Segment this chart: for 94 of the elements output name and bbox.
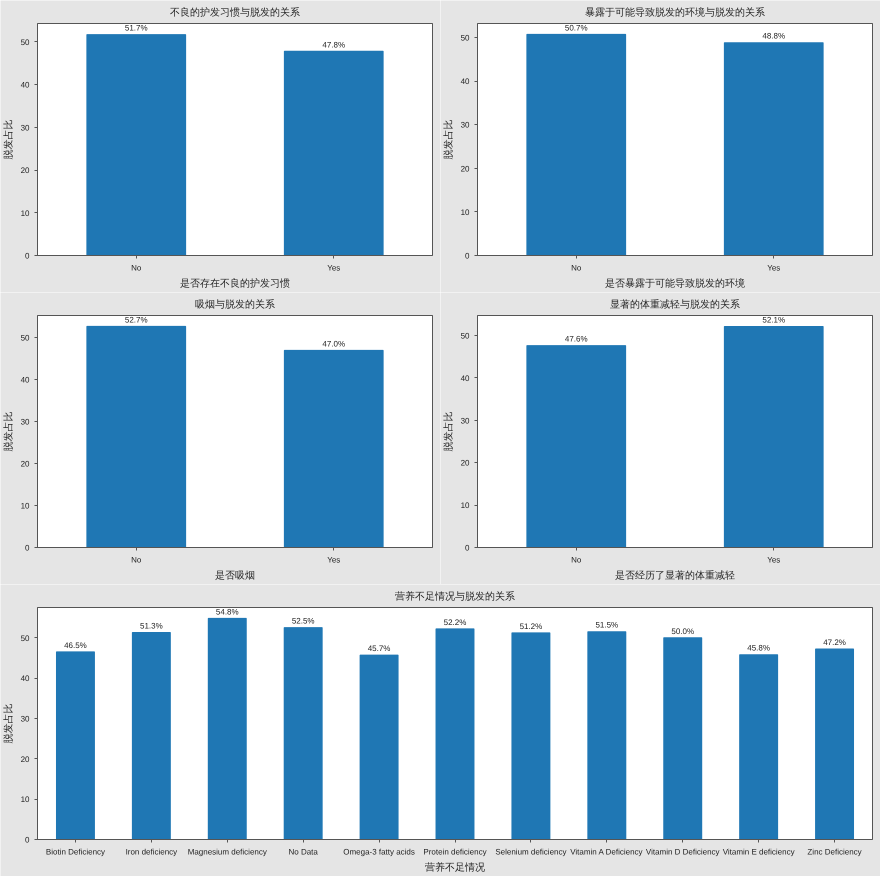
y-tick-label: 20	[460, 458, 470, 468]
y-axis-title: 脱发占比	[2, 704, 15, 744]
data-label: 47.0%	[322, 339, 346, 348]
bar	[132, 632, 171, 840]
x-tick-label: Protein deficiency	[423, 848, 487, 856]
chart-title: 吸烟与脱发的关系	[195, 298, 275, 310]
y-tick-label: 30	[20, 418, 30, 427]
x-axis-title: 营养不足情况	[425, 862, 485, 874]
y-tick-label: 10	[460, 208, 470, 217]
x-axis-title: 是否吸烟	[215, 570, 255, 582]
data-label: 47.2%	[823, 638, 846, 648]
data-label: 45.7%	[368, 644, 390, 654]
y-tick-label: 40	[20, 376, 30, 385]
x-tick-label: Biotin Deficiency	[46, 848, 106, 856]
bar	[587, 631, 626, 840]
y-tick-label: 40	[20, 80, 30, 90]
y-tick-label: 50	[20, 334, 30, 343]
y-axis-title: 脱发占比	[2, 412, 15, 452]
x-tick-label: Yes	[767, 264, 780, 272]
data-label: 47.8%	[322, 40, 346, 50]
y-tick-label: 10	[460, 501, 470, 510]
y-tick-label: 0	[465, 252, 470, 260]
chart-title: 营养不足情况与脱发的关系	[395, 590, 515, 602]
x-tick-label: Zinc Deficiency	[807, 848, 862, 856]
data-label: 47.6%	[564, 334, 588, 344]
y-tick-label: 50	[460, 331, 470, 340]
data-label: 52.5%	[292, 616, 315, 626]
y-tick-label: 20	[20, 754, 30, 764]
y-tick-label: 40	[20, 674, 30, 684]
y-tick-label: 20	[460, 164, 470, 174]
x-tick-label: Vitamin A Deficiency	[570, 848, 643, 856]
y-tick-label: 40	[460, 77, 470, 86]
x-axis-title: 是否经历了显著的体重减轻	[615, 570, 735, 582]
data-label: 51.7%	[124, 24, 148, 33]
y-tick-label: 0	[465, 544, 470, 552]
x-tick-label: Yes	[767, 556, 780, 564]
data-label: 54.8%	[216, 607, 239, 616]
bar	[739, 654, 778, 840]
y-axis-title: 脱发占比	[2, 120, 15, 160]
x-tick-label: Yes	[327, 556, 340, 564]
y-tick-label: 0	[25, 252, 30, 260]
chart-title: 不良的护发习惯与脱发的关系	[170, 6, 300, 18]
x-axis-title: 是否存在不良的护发习惯	[180, 278, 290, 290]
data-label: 50.0%	[671, 626, 694, 636]
bar	[511, 632, 550, 840]
x-axis-title: 是否暴露于可能导致脱发的环境	[605, 278, 745, 290]
x-tick-label: No	[571, 556, 582, 564]
data-label: 50.7%	[564, 23, 588, 32]
y-tick-label: 10	[20, 208, 30, 218]
bar	[663, 637, 702, 840]
data-label: 52.1%	[762, 316, 786, 325]
x-tick-label: No	[131, 264, 142, 272]
y-tick-label: 50	[20, 38, 30, 47]
y-tick-label: 30	[20, 714, 30, 724]
x-tick-label: Selenium deficiency	[495, 848, 566, 856]
y-tick-label: 10	[20, 795, 30, 804]
y-tick-label: 50	[460, 33, 470, 42]
x-tick-label: Iron deficiency	[126, 848, 178, 856]
y-axis-title: 脱发占比	[442, 412, 455, 452]
bar	[436, 628, 474, 840]
y-tick-label: 20	[20, 166, 30, 176]
data-label: 45.8%	[747, 644, 770, 653]
y-tick-label: 0	[25, 544, 30, 552]
y-tick-label: 40	[460, 374, 470, 383]
y-tick-label: 30	[460, 120, 470, 130]
chart-title: 暴露于可能导致脱发的环境与脱发的关系	[585, 6, 765, 18]
y-tick-label: 50	[20, 634, 30, 643]
bar	[208, 618, 247, 840]
data-label: 52.2%	[444, 618, 466, 627]
y-tick-label: 0	[25, 836, 30, 844]
y-tick-label: 30	[20, 123, 30, 132]
x-tick-label: Yes	[327, 264, 340, 272]
bar	[815, 648, 854, 840]
bar	[284, 627, 323, 840]
y-tick-label: 30	[460, 416, 470, 426]
y-axis-title: 脱发占比	[442, 120, 455, 160]
bar	[360, 654, 399, 840]
data-label: 51.2%	[520, 622, 542, 631]
bar	[56, 651, 95, 840]
y-tick-label: 20	[20, 460, 30, 469]
data-label: 51.5%	[595, 620, 618, 630]
x-tick-label: No	[131, 556, 142, 564]
y-tick-label: 10	[20, 502, 30, 511]
x-tick-label: No Data	[288, 848, 318, 856]
x-tick-label: Omega-3 fatty acids	[343, 848, 415, 856]
data-label: 51.3%	[140, 622, 163, 631]
chart-title: 显著的体重减轻与脱发的关系	[610, 298, 740, 310]
x-tick-label: Vitamin D Deficiency	[646, 848, 720, 856]
data-label: 46.5%	[64, 640, 87, 650]
x-tick-label: No	[571, 264, 582, 272]
x-tick-label: Vitamin E deficiency	[722, 848, 795, 856]
x-tick-label: Magnesium deficiency	[188, 848, 267, 856]
data-label: 52.7%	[124, 315, 148, 324]
data-label: 48.8%	[762, 32, 786, 41]
